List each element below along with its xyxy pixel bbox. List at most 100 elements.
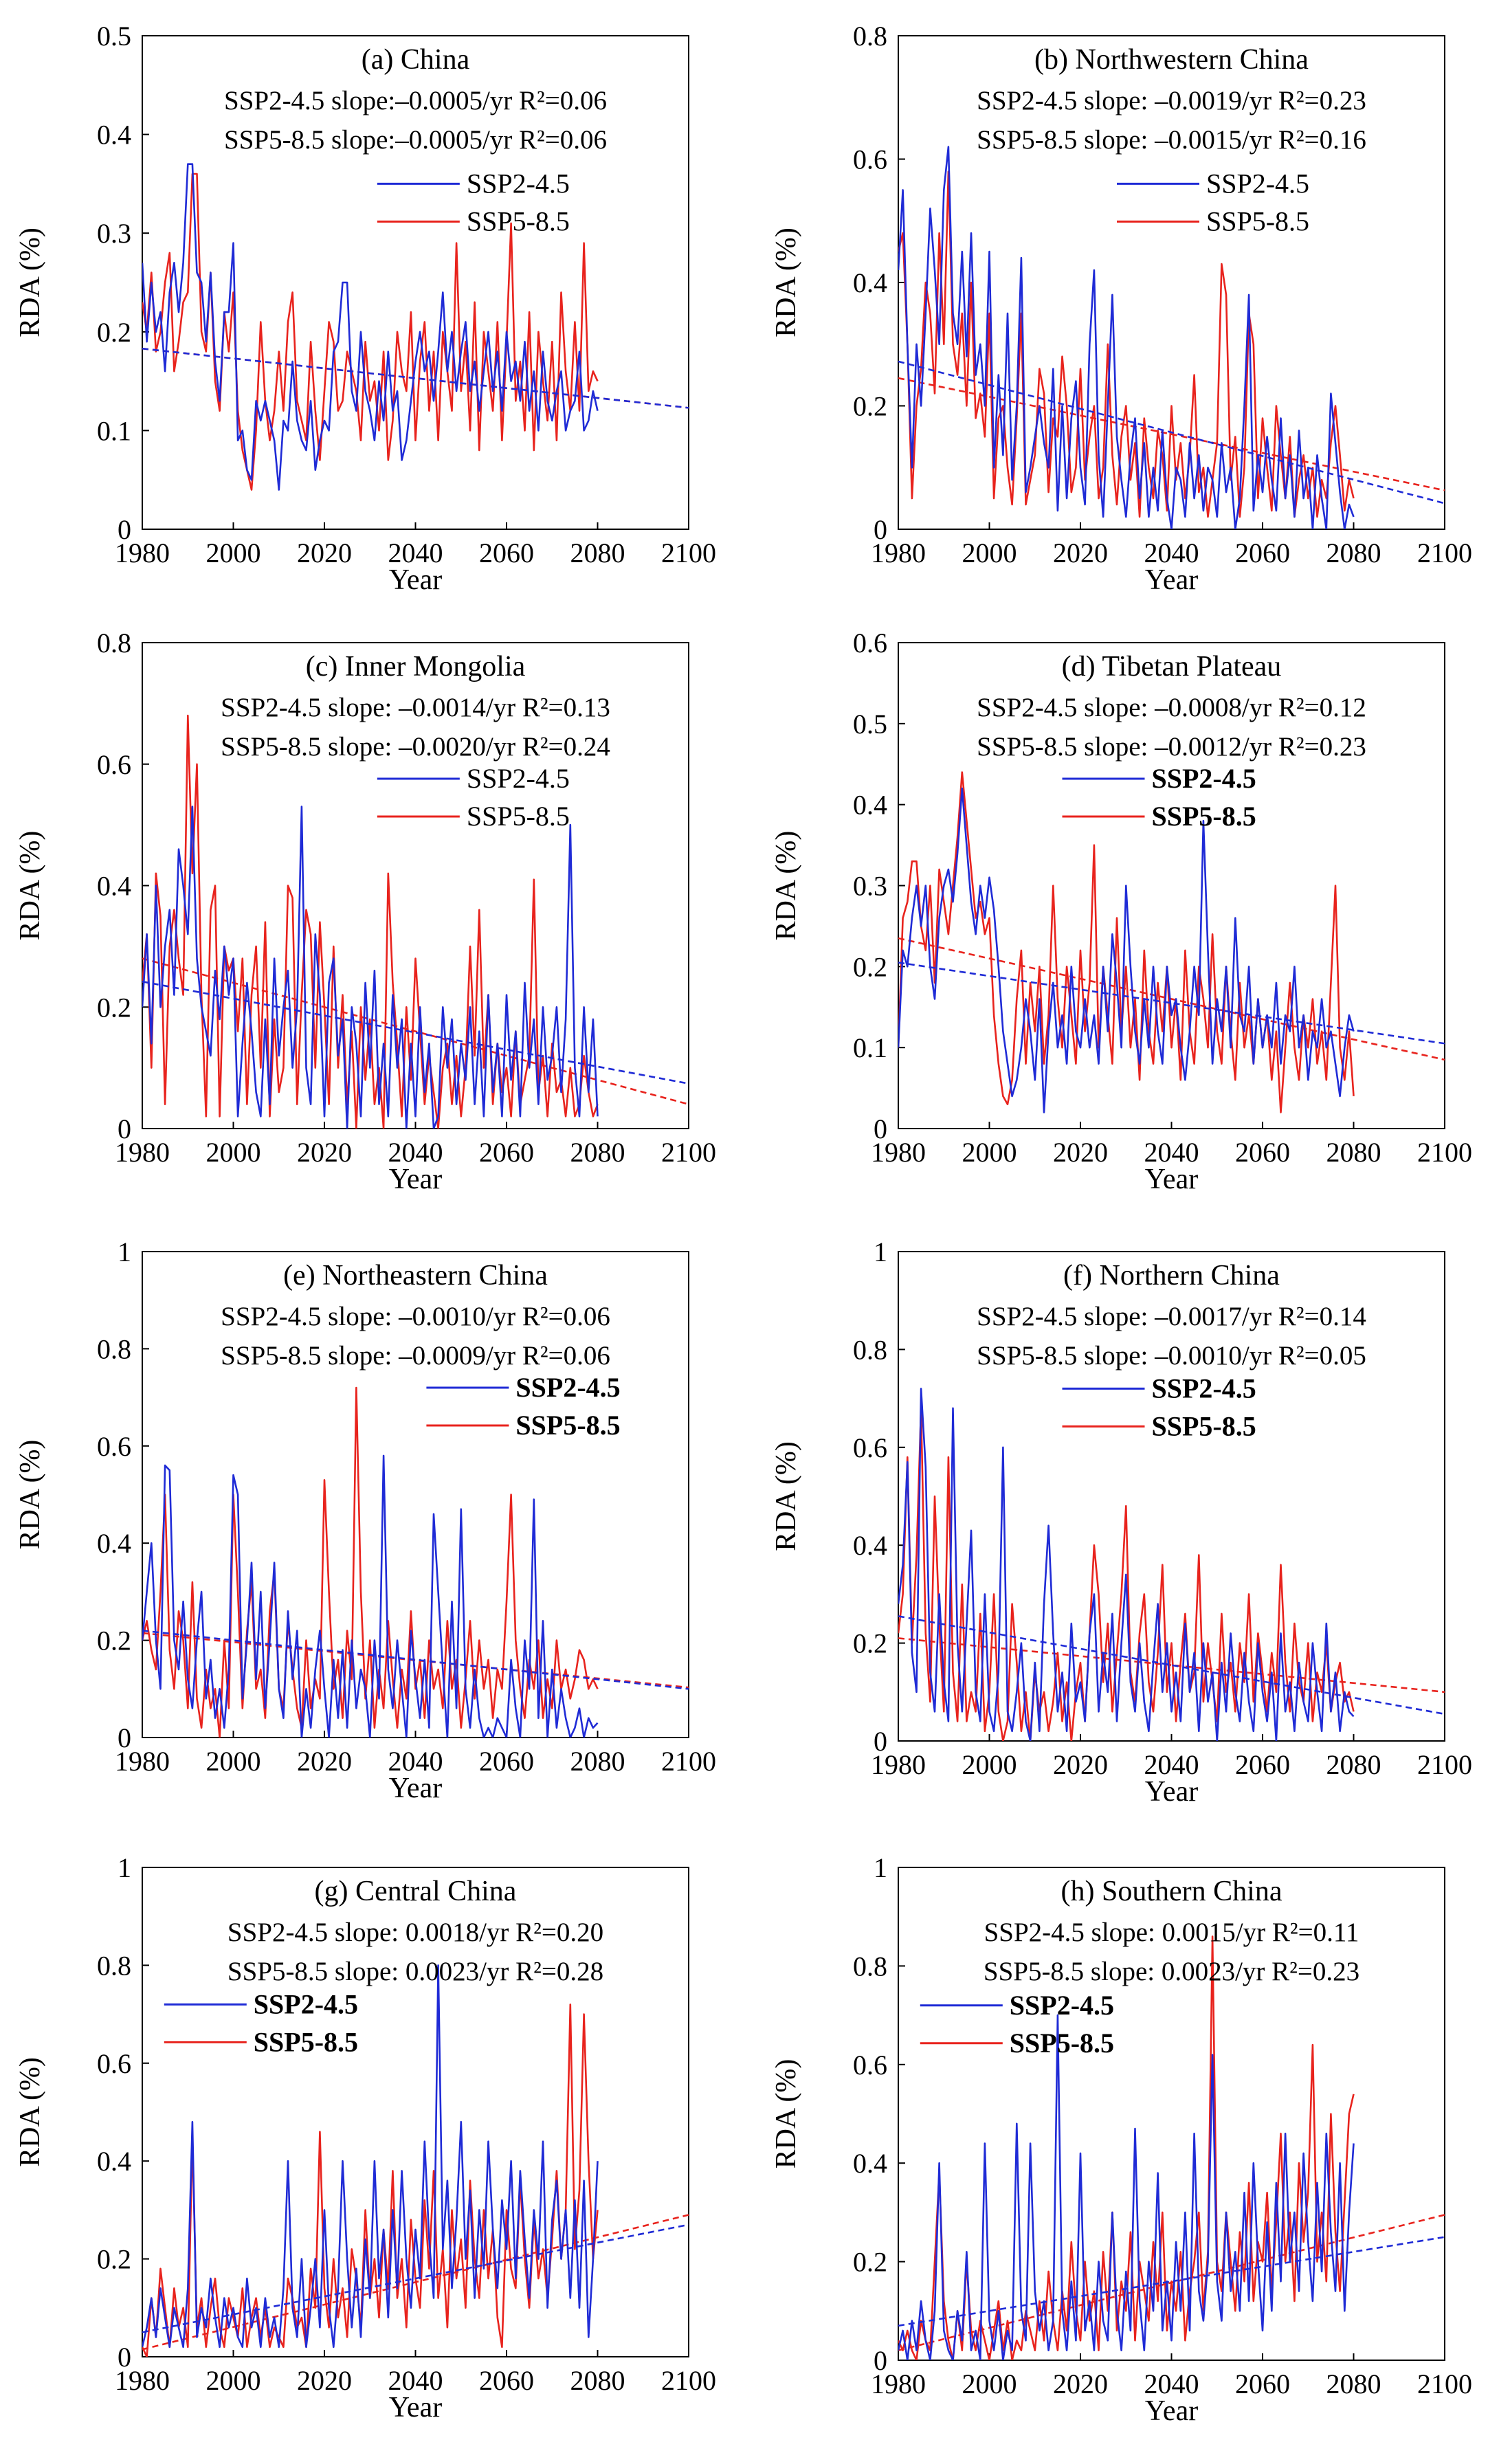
y-tick-label: 0.2 [97, 1625, 131, 1656]
x-tick-label: 2060 [1235, 1749, 1290, 1780]
y-tick-label: 0.4 [97, 2146, 131, 2177]
x-tick-label: 2000 [206, 2365, 261, 2396]
stat-line: SSP2-4.5 slope: –0.0014/yr R²=0.13 [221, 693, 610, 722]
x-axis-label: Year [389, 1164, 442, 1195]
x-tick-label: 1980 [115, 1746, 170, 1777]
x-tick-label: 1980 [115, 537, 170, 568]
trend-line-ssp5-8-5 [898, 378, 1445, 490]
y-tick-label: 0.8 [97, 628, 131, 658]
x-tick-label: 2060 [1235, 1137, 1290, 1168]
x-tick-label: 2100 [661, 1746, 716, 1777]
series-line-ssp2-4-5 [898, 147, 1354, 529]
y-axis-label: RDA (%) [770, 227, 802, 337]
legend-label: SSP2-4.5 [515, 1372, 620, 1403]
y-tick-label: 1 [874, 1236, 887, 1267]
y-tick-label: 0.6 [853, 1432, 887, 1463]
stat-line: SSP5-8.5 slope:–0.0005/yr R²=0.06 [224, 125, 607, 155]
x-tick-label: 2000 [206, 1746, 261, 1777]
panel-title: (a) China [362, 44, 470, 76]
y-tick-label: 0.2 [853, 2247, 887, 2278]
series-line-ssp2-4-5 [142, 807, 598, 1129]
x-tick-label: 2000 [962, 2368, 1017, 2399]
x-tick-label: 2020 [297, 2365, 352, 2396]
legend-label: SSP5-8.5 [515, 1410, 620, 1441]
x-axis-label: Year [389, 2392, 442, 2423]
x-tick-label: 1980 [115, 2365, 170, 2396]
panel-g: 0 0.2 0.4 0.6 0.8 1 1980 2000 2020 2040 2060 2080 21… [14, 1852, 716, 2423]
series-line-ssp2-4-5 [142, 1965, 598, 2346]
x-tick-label: 2100 [1417, 537, 1472, 568]
legend-label: SSP2-4.5 [1010, 1990, 1114, 2021]
x-tick-label: 2020 [297, 537, 352, 568]
x-tick-label: 2060 [1235, 2368, 1290, 2399]
x-tick-label: 2000 [206, 1137, 261, 1168]
stat-line: SSP2-4.5 slope: –0.0008/yr R²=0.12 [977, 693, 1366, 722]
x-tick-label: 2000 [962, 1749, 1017, 1780]
panel-f: 0 0.2 0.4 0.6 0.8 1 1980 2000 2020 2040 2060 2080 21… [770, 1236, 1472, 1808]
figure-canvas: 00.10.20.30.40.51980 2000 2020 2040 2060 2080… [0, 0, 1488, 2464]
x-tick-label: 2080 [570, 2365, 625, 2396]
stat-line: SSP5-8.5 slope: –0.0015/yr R²=0.16 [977, 125, 1366, 155]
y-axis-label: RDA (%) [770, 831, 802, 941]
y-axis-label: RDA (%) [770, 2059, 802, 2169]
legend-label: SSP5-8.5 [1152, 801, 1256, 832]
y-tick-label: 0.8 [853, 1334, 887, 1365]
y-tick-label: 0.4 [97, 1528, 131, 1559]
y-tick-label: 0.1 [97, 415, 131, 446]
y-tick-label: 0.4 [853, 790, 887, 821]
x-tick-label: 2060 [479, 537, 534, 568]
y-tick-label: 0.4 [853, 2148, 887, 2179]
plot-area [142, 1965, 689, 2357]
panel-title: (d) Tibetan Plateau [1062, 651, 1282, 682]
stat-line: SSP5-8.5 slope: –0.0010/yr R²=0.05 [977, 1341, 1366, 1370]
legend-label: SSP2-4.5 [1152, 1373, 1256, 1403]
x-tick-label: 1980 [871, 1749, 926, 1780]
y-tick-label: 0.6 [853, 144, 887, 175]
y-tick-label: 0.6 [97, 749, 131, 780]
y-tick-label: 0.5 [97, 21, 131, 52]
legend-label: SSP5-8.5 [1152, 1410, 1256, 1441]
y-tick-label: 0.8 [853, 21, 887, 52]
stat-line: SSP2-4.5 slope:–0.0005/yr R²=0.06 [224, 86, 607, 115]
legend-label: SSP5-8.5 [254, 2026, 358, 2057]
x-tick-label: 2000 [962, 537, 1017, 568]
y-tick-label: 0.6 [853, 628, 887, 658]
x-tick-label: 1980 [871, 2368, 926, 2399]
legend-label: SSP5-8.5 [467, 801, 570, 832]
legend-label: SSP5-8.5 [467, 206, 570, 236]
x-tick-label: 2000 [206, 537, 261, 568]
panel-a: 0 0.1 0.2 0.3 0.4 0.5 1980 2000 2020 2040 2060 2080… [14, 21, 716, 596]
y-tick-label: 0.4 [97, 120, 131, 151]
y-tick-label: 0.2 [97, 992, 131, 1023]
legend-label: SSP2-4.5 [467, 168, 570, 199]
x-tick-label: 2020 [1053, 537, 1108, 568]
series-line-ssp2-4-5 [898, 788, 1354, 1112]
y-tick-label: 1 [874, 1852, 887, 1883]
legend-label: SSP2-4.5 [467, 763, 570, 794]
x-tick-label: 1980 [871, 1137, 926, 1168]
y-axis-label: RDA (%) [14, 227, 46, 337]
stat-line: SSP2-4.5 slope: –0.0010/yr R²=0.06 [221, 1302, 610, 1331]
panel-c: 00.20.40.60.81980 2000 2020 2040 2060 2080 210… [14, 628, 716, 1195]
series-line-ssp5-8-5 [898, 773, 1354, 1113]
plot-area [898, 1936, 1445, 2360]
plot-area [898, 147, 1445, 529]
panel-title: (b) Northwestern China [1034, 44, 1309, 76]
x-tick-label: 2080 [570, 1137, 625, 1168]
x-tick-label: 2020 [1053, 1749, 1108, 1780]
y-tick-label: 0.2 [97, 2244, 131, 2275]
y-axis-label: RDA (%) [14, 1440, 46, 1550]
y-tick-label: 0.3 [853, 871, 887, 902]
x-tick-label: 2000 [962, 1137, 1017, 1168]
panel-title: (g) Central China [315, 1876, 517, 1907]
x-axis-label: Year [389, 1773, 442, 1804]
x-tick-label: 2020 [1053, 2368, 1108, 2399]
y-tick-label: 0.6 [97, 2048, 131, 2079]
x-tick-label: 2100 [1417, 1749, 1472, 1780]
x-tick-label: 2080 [1326, 1137, 1381, 1168]
y-axis-label: RDA (%) [14, 831, 46, 941]
y-tick-label: 0.2 [97, 317, 131, 348]
panel-title: (c) Inner Mongolia [306, 651, 526, 682]
plot-area [142, 715, 689, 1129]
x-tick-label: 2100 [661, 2365, 716, 2396]
